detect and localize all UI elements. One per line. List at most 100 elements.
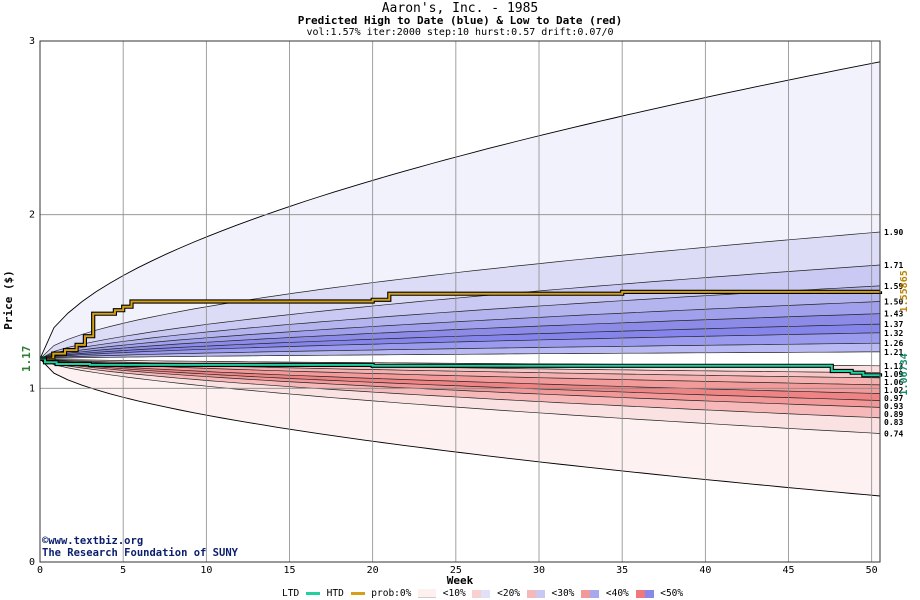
axes: [39, 40, 881, 563]
credit-site: www.textbiz.org: [48, 535, 144, 547]
lower-band: [40, 358, 880, 385]
percentile-label: 1.71: [884, 261, 903, 270]
upper-band: [40, 265, 880, 359]
legend-swatch-10: [472, 589, 491, 598]
percentile-label: 1.50: [884, 298, 903, 307]
lower-band: [40, 358, 880, 401]
upper-band: [40, 313, 880, 359]
legend-b20: <20%: [497, 588, 521, 599]
upper-band: [40, 301, 880, 359]
percentile-label: 1.43: [884, 310, 903, 319]
plot-frame: [39, 40, 881, 563]
upper-band: [40, 343, 880, 359]
x-tick-label: 20: [367, 565, 379, 576]
percentile-label: 0.83: [884, 418, 903, 427]
chart-subtitle: Predicted High to Date (blue) & Low to D…: [297, 14, 623, 27]
band-boundary-line: [39, 332, 881, 360]
copyright-icon: ©: [42, 535, 49, 547]
band-boundary-line: [39, 358, 881, 419]
percentile-label: 1.21: [884, 348, 903, 357]
legend-ltd-label: LTD: [282, 588, 300, 599]
x-tick-label: 50: [866, 565, 878, 576]
band-boundary-line: [39, 358, 881, 408]
x-tick-label: 30: [533, 565, 545, 576]
probability-bands: [40, 61, 880, 496]
x-tick-label: 5: [120, 565, 126, 576]
ltd-final-label: 1.06734: [899, 353, 910, 395]
y-tick-label: 2: [29, 210, 35, 221]
percentile-label: 0.74: [884, 429, 903, 438]
legend-swatch-40: [635, 589, 654, 598]
legend-prob-label: prob:0%: [371, 588, 412, 599]
legend-b30: <30%: [551, 588, 575, 599]
percentile-label: 1.09: [884, 370, 903, 379]
band-boundary-line: [39, 358, 881, 401]
x-tick-label: 25: [450, 565, 462, 576]
chart-header: Aaron's, Inc. - 1985 Predicted High to D…: [0, 1, 920, 39]
x-tick-label: 10: [200, 565, 212, 576]
percentile-label: 1.06: [884, 378, 903, 387]
upper-band: [40, 285, 880, 359]
series-htd-line: [40, 290, 881, 360]
x-axis-label: Week: [447, 574, 474, 587]
percentile-label: 1.26: [884, 339, 903, 348]
percentile-label: 0.93: [884, 402, 903, 411]
lower-band: [40, 358, 880, 434]
band-boundary-line: [39, 358, 881, 394]
chart-params: vol:1.57% iter:2000 step:10 hurst:0.57 d…: [306, 27, 614, 38]
legend-swatch-20: [526, 589, 545, 598]
y-axis-label: Price ($): [2, 270, 15, 330]
percentile-label: 1.59: [884, 282, 903, 291]
credit-block: ©www.textbiz.org The Research Foundation…: [42, 535, 238, 559]
band-boundary-line: [39, 264, 881, 360]
legend-swatch-30: [581, 589, 600, 598]
lower-band: [40, 358, 880, 418]
lower-band: [40, 358, 880, 496]
credit-org: The Research Foundation of SUNY: [42, 547, 238, 559]
htd-final-label: 1.55865: [899, 270, 910, 312]
x-tick-label: 35: [616, 565, 628, 576]
band-boundary-line: [39, 358, 881, 434]
percentile-label: 1.37: [884, 320, 903, 329]
legend-ltd-swatch: [305, 592, 320, 595]
percentile-label: 0.89: [884, 410, 903, 419]
legend-b50: <50%: [660, 588, 684, 599]
band-boundary-line: [39, 301, 881, 360]
band-boundary-line: [39, 358, 881, 497]
lower-band: [40, 358, 880, 378]
band-boundary-line: [39, 351, 880, 360]
percentile-label: 1.02: [884, 386, 903, 395]
percentile-label: 1.32: [884, 329, 903, 338]
band-boundary-line: [39, 231, 881, 360]
series-ltd-line: [40, 357, 881, 377]
legend-b10: <10%: [442, 588, 466, 599]
upper-band: [40, 61, 880, 359]
percentile-label: 0.97: [884, 394, 903, 403]
band-boundary-line: [39, 358, 881, 386]
band-boundary-line: [39, 61, 881, 359]
upper-band: [40, 332, 880, 359]
y-tick-label: 0: [29, 557, 35, 568]
legend-htd-label: HTD: [326, 588, 344, 599]
band-boundary-line: [39, 342, 881, 360]
x-tick-label: 45: [782, 565, 794, 576]
y-tick-label: 3: [29, 36, 35, 47]
legend: LTD HTD prob:0% <10% <20% <30% <40% <50%: [282, 588, 683, 599]
y-tick-label: 1: [29, 383, 35, 394]
legend-swatch-0: [418, 589, 437, 598]
tick-labels: 0 5 10 15 20 25 30 35 40 45 50 0 1 2 3 Week Price ($) 1.1…: [2, 36, 910, 587]
band-boundary-line: [39, 313, 881, 360]
x-tick-label: 40: [699, 565, 711, 576]
lower-band: [40, 358, 880, 408]
legend-b40: <40%: [605, 588, 629, 599]
start-price-label: 1.17: [20, 346, 33, 373]
x-tick-label: 15: [283, 565, 295, 576]
median-band: [40, 351, 880, 366]
percentile-label: 1.13: [884, 362, 903, 371]
band-boundary-line: [39, 323, 881, 360]
chart-title: Aaron's, Inc. - 1985: [381, 1, 539, 16]
upper-band: [40, 324, 880, 359]
series-lines: [40, 289, 883, 378]
x-tick-label: 0: [37, 565, 43, 576]
